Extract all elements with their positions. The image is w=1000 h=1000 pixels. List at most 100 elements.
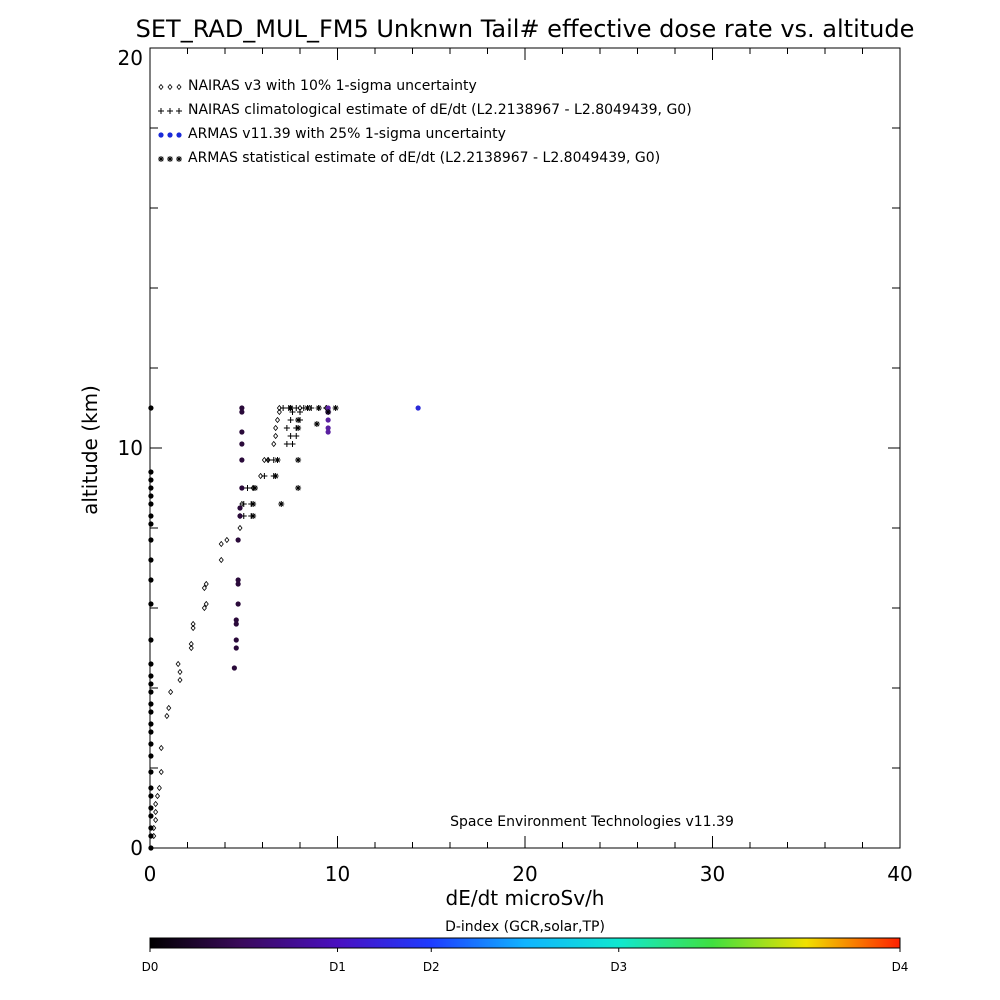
dot-point bbox=[148, 729, 154, 735]
dot-point bbox=[148, 405, 154, 411]
diamond-point bbox=[224, 536, 230, 544]
dot-point bbox=[235, 601, 241, 607]
plus-point bbox=[244, 485, 251, 491]
dot-point bbox=[148, 501, 154, 507]
dot-point bbox=[148, 753, 154, 759]
legend-marker bbox=[167, 108, 173, 114]
dot-point bbox=[237, 505, 243, 511]
dot-point bbox=[148, 833, 154, 839]
asterisk-point bbox=[332, 405, 339, 411]
plot-frame bbox=[149, 47, 901, 849]
diamond-point bbox=[203, 600, 209, 608]
dot-point bbox=[148, 681, 154, 687]
dot-point bbox=[148, 637, 154, 643]
legend-marker bbox=[158, 83, 164, 91]
dot-point bbox=[148, 477, 154, 483]
diamond-point bbox=[156, 784, 162, 792]
dot-point bbox=[148, 493, 154, 499]
dot-point bbox=[148, 721, 154, 727]
plus-point bbox=[297, 409, 303, 415]
legend-marker bbox=[167, 83, 173, 91]
asterisk-point bbox=[295, 457, 302, 463]
diamond-point bbox=[274, 416, 281, 424]
diamond-point bbox=[273, 424, 279, 432]
asterisk-point bbox=[304, 405, 311, 411]
plus-point bbox=[283, 441, 290, 447]
legend-symbol-armas bbox=[158, 132, 182, 138]
dot-point bbox=[148, 557, 154, 563]
dot-point bbox=[148, 537, 154, 543]
dot-point bbox=[239, 485, 245, 491]
diamond-point bbox=[258, 472, 264, 480]
diamond-point bbox=[261, 456, 267, 464]
colorbar-title: D-index (GCR,solar,TP) bbox=[445, 919, 605, 935]
diamond-point bbox=[177, 668, 183, 676]
dot-point bbox=[325, 405, 331, 411]
x-tick-0: 0 bbox=[144, 862, 157, 886]
x-tick-30: 30 bbox=[700, 862, 725, 886]
dot-point bbox=[237, 513, 243, 519]
dot-point bbox=[325, 417, 331, 423]
plus-point bbox=[293, 405, 300, 411]
plus-point bbox=[265, 457, 272, 463]
diamond-point bbox=[237, 524, 243, 532]
plus-point bbox=[287, 433, 294, 439]
dot-point bbox=[148, 485, 154, 491]
legend-marker bbox=[158, 156, 164, 162]
colorbar bbox=[149, 937, 901, 949]
legend-label-armas: ARMAS v11.39 with 25% 1-sigma uncertaint… bbox=[188, 126, 506, 142]
colorbar-label: D3 bbox=[610, 960, 627, 974]
diamond-point bbox=[188, 640, 194, 648]
diamond-point bbox=[271, 440, 277, 448]
diamond-point bbox=[190, 624, 196, 632]
diamond-point bbox=[276, 408, 282, 416]
diamond-point bbox=[273, 432, 279, 440]
dot-point bbox=[233, 645, 239, 651]
x-tick-40: 40 bbox=[887, 862, 912, 886]
dot-point bbox=[235, 581, 241, 587]
diamond-point bbox=[177, 676, 183, 684]
diamond-point bbox=[201, 584, 207, 592]
diamond-point bbox=[154, 792, 161, 800]
legend-label-nairas-climatological: NAIRAS climatological estimate of dE/dt … bbox=[188, 102, 692, 118]
diamond-point bbox=[158, 768, 164, 776]
legend-marker bbox=[176, 156, 182, 162]
y-tick-10: 10 bbox=[118, 436, 143, 460]
legend-label-armas-statistical: ARMAS statistical estimate of dE/dt (L2.… bbox=[188, 150, 660, 166]
diamond-point bbox=[201, 604, 207, 612]
dot-point bbox=[148, 785, 154, 791]
data-points bbox=[148, 404, 421, 851]
diamond-point bbox=[276, 404, 282, 412]
legend-marker bbox=[158, 108, 164, 114]
legend-marker bbox=[176, 132, 182, 138]
legend: NAIRAS v3 with 10% 1-sigma uncertainty N… bbox=[158, 78, 692, 166]
asterisk-point bbox=[325, 409, 332, 415]
diamond-point bbox=[166, 704, 172, 712]
dot-point bbox=[148, 793, 154, 799]
plus-point bbox=[283, 425, 290, 431]
colorbar-label: D2 bbox=[423, 960, 440, 974]
dot-point bbox=[239, 429, 245, 435]
y-axis-label: altitude (km) bbox=[78, 385, 102, 515]
diamond-point bbox=[218, 556, 224, 564]
dot-point bbox=[239, 457, 245, 463]
diamond-point bbox=[153, 800, 159, 808]
y-tick-20: 20 bbox=[118, 46, 143, 70]
dot-point bbox=[148, 805, 154, 811]
asterisk-point bbox=[252, 485, 258, 491]
dot-point bbox=[148, 513, 154, 519]
asterisk-point bbox=[313, 421, 320, 427]
dot-point bbox=[415, 405, 421, 411]
dot-point bbox=[148, 601, 154, 607]
dot-point bbox=[148, 577, 154, 583]
dot-point bbox=[148, 673, 154, 679]
legend-symbol-armas-statistical bbox=[158, 156, 182, 162]
dot-point bbox=[148, 469, 154, 475]
asterisk-point bbox=[295, 485, 302, 491]
asterisk-point bbox=[295, 425, 302, 431]
x-axis-label: dE/dt microSv/h bbox=[446, 886, 605, 910]
diamond-point bbox=[175, 660, 181, 668]
diamond-point bbox=[153, 816, 159, 824]
dot-point bbox=[148, 825, 154, 831]
